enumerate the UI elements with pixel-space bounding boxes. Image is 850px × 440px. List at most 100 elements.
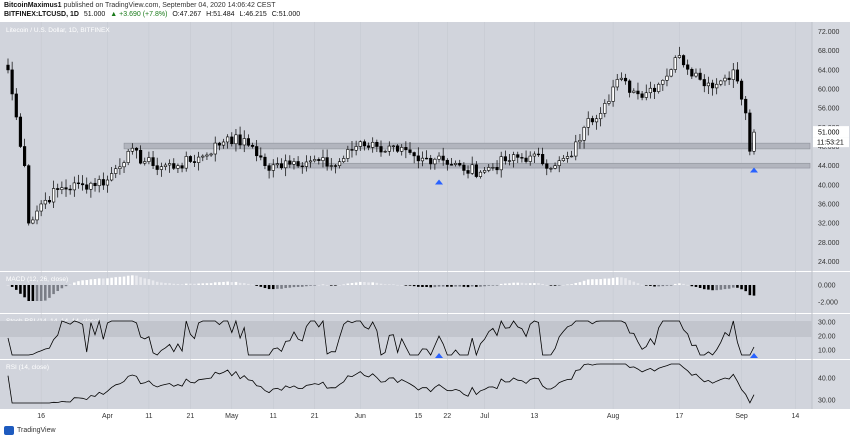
macd-bar: [450, 285, 453, 287]
candle: [176, 165, 180, 169]
candle: [549, 168, 553, 170]
stoch-tick-label: 10.00: [818, 348, 836, 355]
macd-bar: [313, 285, 316, 286]
macd-bar: [48, 285, 51, 298]
macd-bar: [309, 285, 312, 286]
macd-bar: [73, 282, 76, 285]
candle: [325, 157, 329, 167]
candle: [81, 183, 85, 186]
macd-bar: [56, 285, 60, 292]
macd-bar: [607, 278, 611, 285]
chart-canvas[interactable]: 24.000 28.000 32.000 36.000 40.000 44.000 48.0…: [0, 22, 850, 423]
candle: [532, 153, 536, 157]
macd-bar: [719, 285, 723, 290]
candle: [599, 113, 603, 120]
macd-bar: [433, 285, 437, 288]
rsi-tick-label: 30.00: [818, 398, 836, 405]
candle: [379, 146, 383, 153]
candle: [168, 163, 172, 166]
candle: [429, 157, 433, 165]
candle: [677, 55, 681, 58]
candle: [93, 182, 97, 187]
macd-bar: [77, 281, 80, 285]
rsi-tick-label: 40.00: [818, 376, 836, 383]
candle: [105, 179, 110, 186]
symbol-label: BITFINEX:LTCUSD, 1D: [4, 11, 79, 18]
candle: [594, 118, 599, 123]
macd-bar: [64, 285, 68, 287]
candle: [122, 162, 126, 168]
candle: [10, 69, 14, 95]
chart-header: BitcoinMaximus1 published on TradingView…: [0, 0, 850, 22]
macd-bar: [487, 285, 491, 286]
candle: [114, 168, 118, 174]
candle: [271, 164, 275, 171]
author-name[interactable]: BitcoinMaximus1: [4, 2, 62, 9]
candle: [85, 184, 89, 190]
candle: [619, 77, 623, 80]
stoch-band: [0, 321, 812, 337]
candle: [39, 203, 43, 212]
macd-bar: [93, 279, 97, 285]
macd-bar: [118, 276, 122, 285]
candle: [275, 163, 279, 166]
macd-bar: [698, 285, 702, 288]
macd-bar: [338, 284, 341, 286]
last-price-badge: [813, 126, 849, 138]
candle: [110, 173, 114, 181]
arrow-marker: [750, 167, 758, 173]
macd-bar: [599, 279, 602, 285]
candle: [192, 161, 197, 163]
candle: [686, 64, 690, 70]
arrow-marker: [435, 353, 444, 358]
candle: [681, 55, 686, 66]
macd-bar: [139, 277, 142, 285]
x-tick-label: 21: [186, 413, 194, 420]
macd-bar: [462, 285, 466, 287]
macd-bar: [388, 284, 391, 285]
macd-bar: [6, 285, 10, 286]
candle: [445, 159, 449, 165]
candle: [72, 182, 76, 191]
macd-bar: [60, 285, 64, 289]
macd-bar: [267, 285, 271, 290]
macd-bar: [412, 285, 416, 287]
candle: [52, 188, 56, 203]
candle: [188, 156, 192, 162]
candle: [408, 149, 412, 153]
x-tick-label: 16: [37, 413, 45, 420]
candle: [739, 80, 744, 100]
macd-bar: [23, 285, 26, 298]
candle: [60, 187, 64, 190]
macd-bar: [114, 277, 118, 285]
candle: [375, 141, 379, 147]
macd-bar: [15, 285, 18, 290]
macd-bar: [429, 285, 433, 288]
candle: [495, 167, 499, 171]
macd-bar: [562, 284, 565, 286]
open-value: O:47.267: [172, 11, 202, 18]
candle: [578, 139, 582, 143]
macd-bar: [744, 285, 747, 292]
macd-bar: [582, 280, 586, 285]
candle: [731, 69, 735, 80]
candle: [47, 199, 52, 203]
macd-bar: [131, 275, 134, 285]
x-tick-label: May: [225, 413, 239, 420]
candle: [18, 116, 23, 147]
candle: [694, 72, 698, 77]
macd-bar: [690, 285, 694, 287]
candle: [657, 83, 661, 92]
candle: [279, 163, 284, 169]
candle: [234, 134, 238, 145]
macd-bar: [39, 285, 43, 301]
x-tick-label: 21: [311, 413, 319, 420]
macd-bar: [143, 278, 147, 285]
tradingview-logo[interactable]: TradingView: [4, 426, 56, 435]
candle: [570, 155, 574, 158]
y-tick-label: 48.000: [818, 144, 840, 151]
macd-bar: [325, 284, 329, 286]
candle: [433, 158, 437, 165]
candle: [565, 156, 570, 159]
macd-bar: [541, 283, 544, 285]
